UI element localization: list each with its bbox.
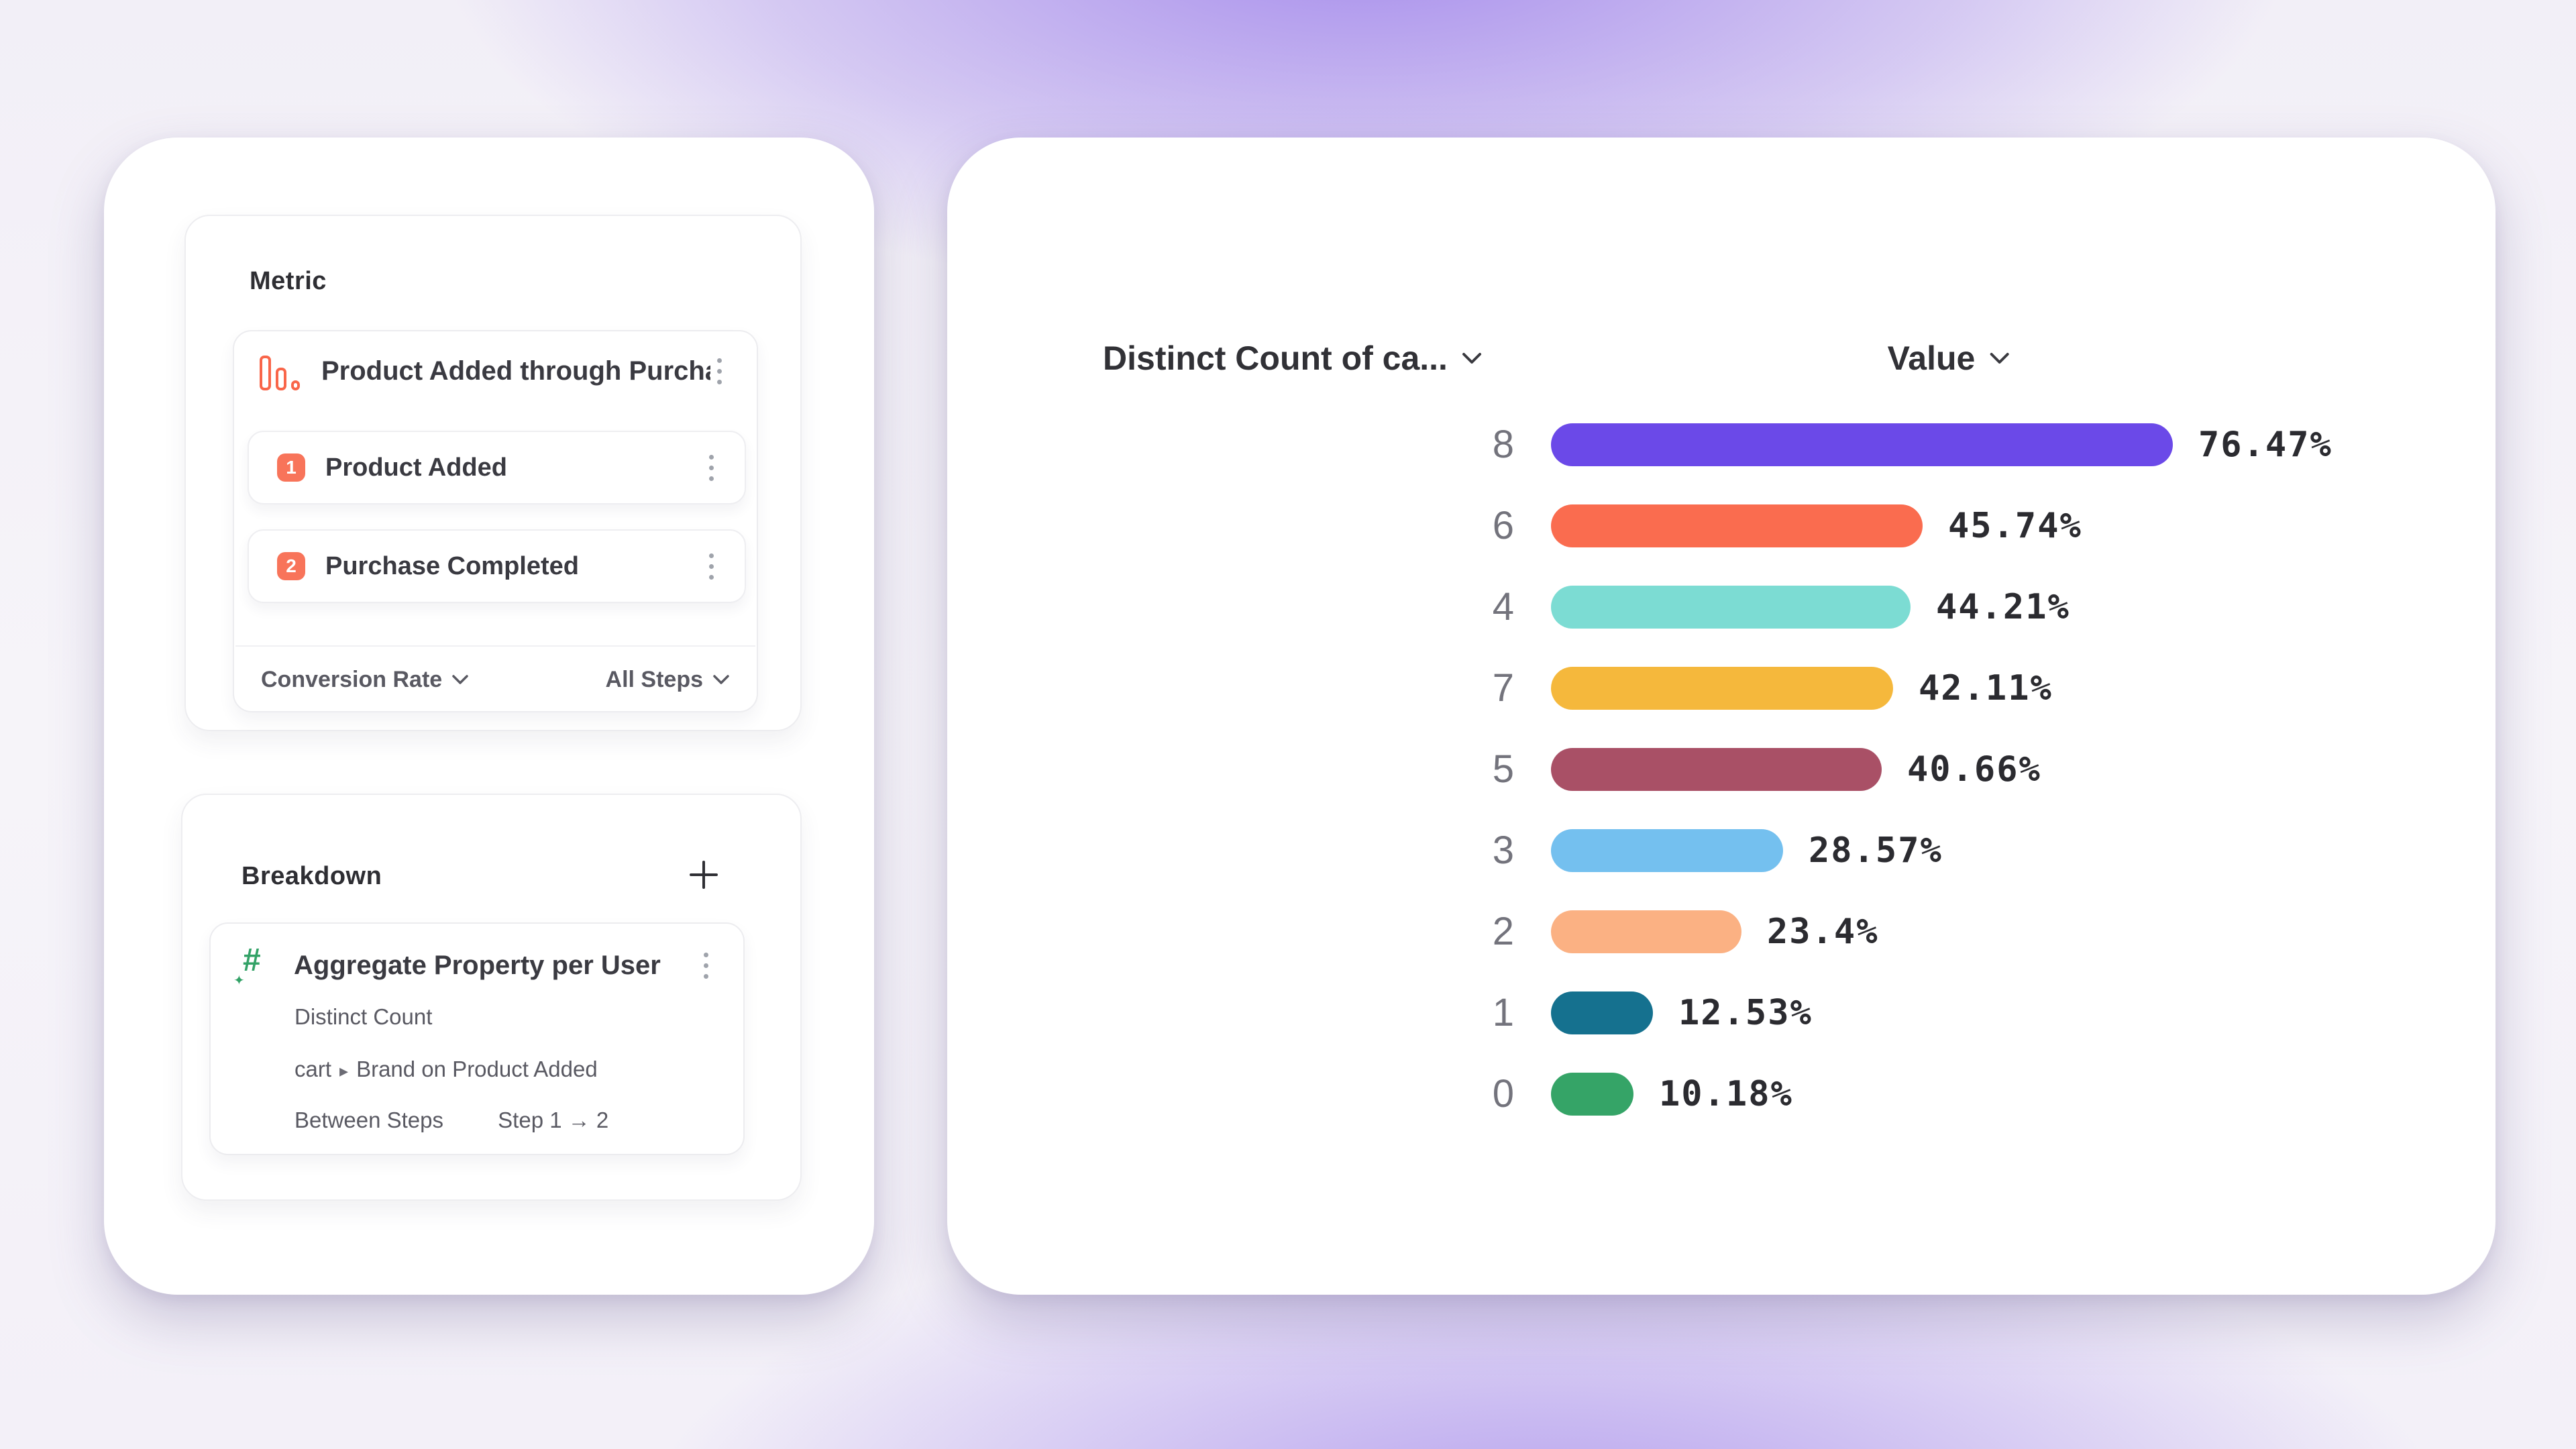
chart-card: Distinct Count of ca... Value 8 76.47% 6 45… (947, 138, 2496, 1295)
value-label: 10.18% (1659, 1073, 1793, 1114)
aggregation-type: Distinct Count (294, 1004, 433, 1029)
caret-right-icon: ▸ (339, 1061, 349, 1081)
metric-section-label: Metric (250, 267, 327, 295)
value-label: 45.74% (1948, 505, 2082, 546)
breakdown-item-row[interactable]: # ✦ Aggregate Property per User (211, 924, 743, 1007)
chart-row: 1 12.53% (947, 972, 2496, 1053)
value-label: 28.57% (1809, 830, 1943, 871)
metric-footer: Conversion Rate All Steps (234, 647, 757, 712)
kebab-menu-icon[interactable] (697, 946, 715, 985)
between-steps-value: Step 1 → 2 (498, 1108, 609, 1132)
metric-panel: Metric Product Added through Purcha... 1… (184, 215, 802, 731)
chevron-down-icon (452, 675, 468, 684)
value-label: 12.53% (1678, 992, 1813, 1033)
funnel-bars-icon (260, 352, 303, 390)
chart-row: 5 40.66% (947, 729, 2496, 810)
chart-category-column-label: Distinct Count of ca... (1103, 339, 1448, 377)
category-label: 3 (1492, 828, 1514, 872)
category-label: 1 (1492, 991, 1514, 1034)
property-path: cart ▸ Brand on Product Added (294, 1057, 598, 1082)
chart-value-column-label: Value (1887, 339, 1976, 377)
value-label: 44.21% (1936, 586, 2070, 627)
chart-row: 2 23.4% (947, 891, 2496, 972)
category-label: 5 (1492, 747, 1514, 791)
step-number-badge: 2 (277, 552, 305, 580)
chevron-down-icon (713, 675, 729, 684)
chart-rows: 8 76.47% 6 45.74% 4 44.21% 7 42.11% 5 40.66% 3 28.5… (947, 404, 2496, 1134)
conversion-rate-dropdown[interactable]: Conversion Rate (261, 667, 469, 693)
chart-row: 4 44.21% (947, 566, 2496, 647)
step-label: Purchase Completed (325, 551, 579, 580)
bar[interactable] (1551, 1072, 1633, 1116)
divider (235, 645, 755, 647)
aggregate-hash-icon: # ✦ (233, 943, 261, 988)
bar[interactable] (1551, 585, 1911, 629)
chart-row: 7 42.11% (947, 647, 2496, 729)
kebab-menu-icon[interactable] (702, 448, 720, 488)
chart-row: 8 76.47% (947, 404, 2496, 485)
all-steps-label: All Steps (605, 666, 703, 692)
all-steps-dropdown[interactable]: All Steps (606, 667, 730, 693)
bar[interactable] (1551, 828, 1783, 872)
bar[interactable] (1551, 666, 1893, 710)
chevron-down-icon (1990, 353, 2009, 364)
add-breakdown-plus-icon[interactable] (687, 858, 720, 892)
category-label: 4 (1492, 585, 1514, 629)
breakdown-panel: Breakdown # ✦ Aggregate Property per User… (181, 794, 802, 1201)
bar[interactable] (1551, 910, 1741, 953)
chart-row: 0 10.18% (947, 1053, 2496, 1134)
metric-item[interactable]: Product Added through Purcha... 1 Produc… (233, 330, 758, 712)
bar[interactable] (1551, 423, 2173, 466)
property-prefix: cart (294, 1057, 332, 1081)
funnel-metric-row[interactable]: Product Added through Purcha... (234, 331, 757, 411)
value-label: 76.47% (2198, 424, 2332, 465)
category-label: 7 (1492, 666, 1514, 710)
step-label: Product Added (325, 453, 507, 482)
chevron-down-icon (1462, 353, 1481, 364)
between-steps-row: Between Steps Step 1 → 2 (294, 1108, 608, 1133)
funnel-step-row-2[interactable]: 2 Purchase Completed (248, 529, 746, 603)
category-label: 0 (1492, 1072, 1514, 1116)
bar[interactable] (1551, 504, 1923, 547)
chart-row: 6 45.74% (947, 485, 2496, 566)
breakdown-item[interactable]: # ✦ Aggregate Property per User Distinct … (209, 922, 745, 1155)
bar[interactable] (1551, 991, 1653, 1034)
category-label: 6 (1492, 504, 1514, 547)
breakdown-section-label: Breakdown (241, 862, 382, 890)
chart-row: 3 28.57% (947, 810, 2496, 891)
funnel-step-row-1[interactable]: 1 Product Added (248, 431, 746, 504)
query-builder-card: Metric Product Added through Purcha... 1… (104, 138, 874, 1295)
value-label: 42.11% (1919, 667, 2053, 708)
category-label: 8 (1492, 423, 1514, 466)
chart-value-column-dropdown[interactable]: Value (1888, 339, 2010, 378)
value-label: 40.66% (1907, 749, 2041, 790)
category-label: 2 (1492, 910, 1514, 953)
property-name: Brand on Product Added (356, 1057, 598, 1081)
value-label: 23.4% (1767, 911, 1879, 952)
kebab-menu-icon[interactable] (710, 352, 729, 391)
breakdown-item-title: Aggregate Property per User (294, 950, 661, 980)
step-number-badge: 1 (277, 453, 305, 482)
between-steps-label: Between Steps (294, 1108, 443, 1132)
metric-item-title: Product Added through Purcha... (321, 356, 710, 386)
conversion-rate-label: Conversion Rate (261, 666, 443, 692)
chart-category-column-dropdown[interactable]: Distinct Count of ca... (1103, 339, 1483, 378)
bar[interactable] (1551, 747, 1882, 791)
kebab-menu-icon[interactable] (702, 547, 720, 586)
